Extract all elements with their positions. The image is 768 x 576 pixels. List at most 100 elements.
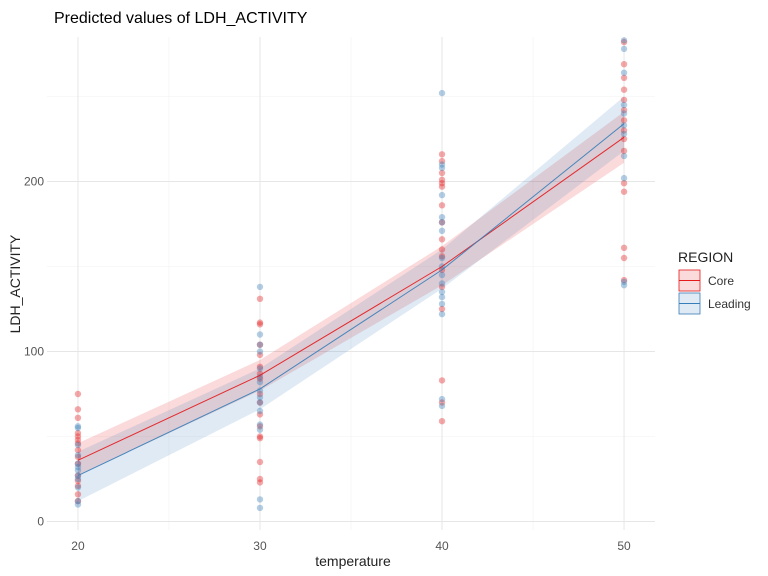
data-point-core (74, 460, 82, 467)
data-point-core (620, 38, 628, 46)
data-point-core (620, 147, 628, 155)
data-point-core (256, 295, 264, 302)
data-point-core (438, 183, 446, 190)
chart-title: Predicted values of LDH_ACTIVITY (54, 10, 308, 27)
data-point-leading (74, 424, 82, 432)
data-point-core (256, 351, 264, 359)
data-point-core (620, 127, 628, 134)
data-point-core (620, 106, 628, 114)
data-point-leading (620, 110, 628, 117)
y-tick-label: 100 (24, 345, 44, 359)
legend-title: REGION (678, 249, 733, 265)
data-point-core (438, 305, 446, 313)
data-point-leading (620, 152, 628, 160)
data-point-core (256, 341, 264, 348)
data-point-leading (256, 331, 264, 338)
data-point-core (620, 74, 628, 82)
data-point-core (620, 117, 628, 124)
data-point-leading (256, 365, 264, 372)
fit-lines (77, 123, 625, 477)
data-point-core (438, 246, 446, 253)
x-axis-title: temperature (315, 553, 391, 569)
data-point-core (620, 96, 628, 104)
data-point-core (74, 491, 82, 498)
data-point-leading (74, 475, 82, 483)
data-point-core (74, 433, 82, 440)
data-point-leading (620, 130, 628, 138)
data-point-leading (256, 504, 264, 512)
data-point-leading (256, 341, 264, 348)
fit-line-core (77, 136, 625, 461)
data-point-core (620, 135, 628, 143)
legend-label-core: Core (708, 274, 734, 288)
data-point-core (438, 180, 446, 187)
data-point-leading (256, 496, 264, 503)
data-point-core (74, 440, 82, 447)
y-tick-label: 0 (37, 515, 44, 529)
confidence-bands (77, 96, 625, 502)
data-point-core (438, 219, 446, 226)
data-point-core (620, 180, 628, 187)
data-point-core (74, 482, 82, 489)
data-point-core (256, 423, 264, 430)
data-point-core (256, 479, 264, 486)
data-point-core (256, 390, 264, 398)
data-point-core (256, 411, 264, 418)
data-points (74, 37, 628, 512)
data-point-leading (256, 378, 264, 386)
data-point-leading (256, 421, 264, 428)
data-point-leading (438, 402, 446, 410)
data-point-core (438, 283, 446, 291)
data-point-leading (438, 254, 446, 262)
data-point-core (74, 406, 82, 413)
data-point-leading (438, 293, 446, 301)
data-point-core (438, 418, 446, 425)
data-point-leading (74, 441, 82, 449)
data-point-leading (438, 164, 446, 172)
data-point-leading (438, 227, 446, 234)
data-point-leading (620, 69, 628, 76)
data-point-leading (256, 407, 264, 415)
x-tick-label: 50 (617, 539, 631, 553)
data-point-leading (74, 484, 82, 491)
data-point-core (438, 399, 446, 406)
data-point-leading (438, 271, 446, 279)
legend-label-leading: Leading (708, 297, 751, 311)
data-point-leading (620, 101, 628, 109)
data-point-leading (438, 395, 446, 403)
data-point-core (256, 435, 264, 442)
y-tick-label: 200 (24, 175, 44, 189)
data-point-leading (438, 300, 446, 308)
confidence-band-leading (77, 96, 625, 502)
data-point-leading (438, 219, 446, 226)
data-point-leading (438, 161, 446, 168)
data-point-leading (620, 37, 628, 44)
data-point-leading (620, 278, 628, 285)
data-point-core (256, 399, 264, 406)
data-point-leading (438, 89, 446, 97)
data-point-core (620, 188, 628, 195)
data-point-core (438, 157, 446, 165)
data-point-core (74, 453, 82, 461)
data-point-leading (256, 373, 264, 381)
data-point-leading (256, 348, 264, 355)
data-point-leading (256, 394, 264, 401)
data-point-leading (438, 288, 446, 296)
data-point-core (620, 86, 628, 93)
data-point-leading (438, 310, 446, 318)
data-point-core (620, 254, 628, 262)
data-point-core (438, 202, 446, 209)
data-point-leading (438, 214, 446, 221)
data-point-core (256, 363, 264, 370)
data-point-leading (620, 282, 628, 289)
data-point-core (438, 253, 446, 260)
data-point-leading (74, 460, 82, 467)
x-axis-ticks: 20 30 40 50 (71, 539, 631, 553)
data-point-leading (74, 497, 82, 505)
data-point-leading (74, 463, 82, 471)
data-point-leading (620, 122, 628, 129)
data-point-leading (256, 283, 264, 291)
data-point-leading (438, 191, 446, 199)
x-tick-label: 30 (253, 539, 267, 553)
